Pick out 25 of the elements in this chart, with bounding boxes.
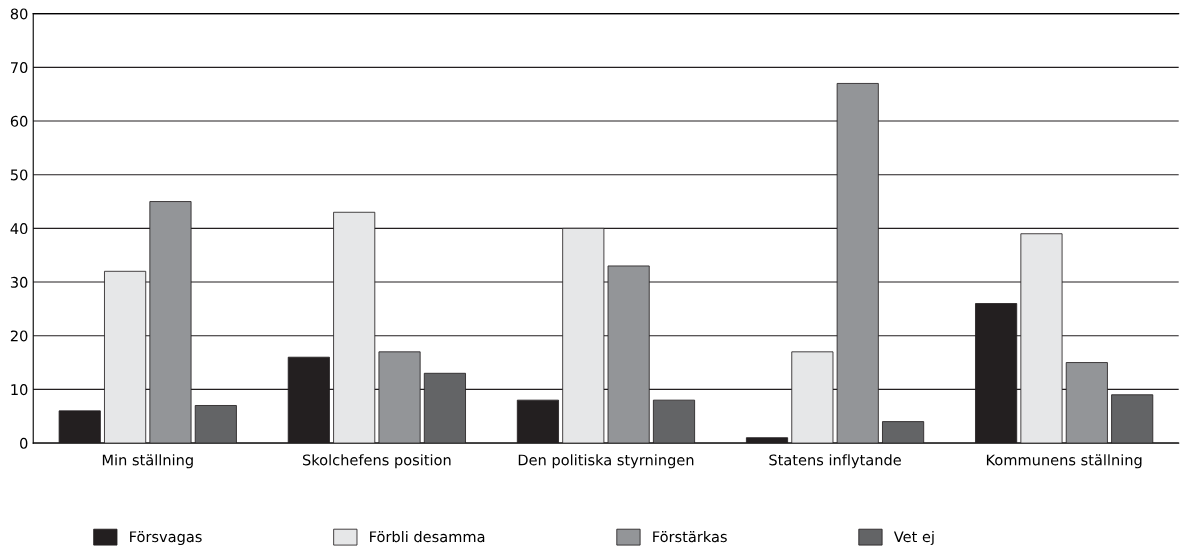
legend-label: Förstärkas [653,530,727,543]
x-tick-label: Statens inflytande [769,454,901,469]
bar [194,405,237,444]
legend-label: Försvagas [130,530,202,546]
legend-label: Förbli desamma [370,530,485,543]
y-tick-label: 60 [10,115,28,127]
y-tick-label: 20 [10,330,28,342]
y-tick-label: 50 [10,169,28,181]
bar [58,410,101,444]
bar [652,399,696,444]
x-tick-label: Kommunens ställning [986,454,1142,469]
legend-label: Vet ej [893,530,934,546]
y-tick-label: 10 [11,384,28,396]
x-tick-label: Den politiska styrningen [518,454,694,469]
bar [745,437,789,444]
y-tick-label: 30 [10,276,28,288]
bar [516,399,559,444]
bar [882,421,925,444]
x-tick-label: Min ställning [102,454,193,469]
y-tick-label: 0 [20,437,28,449]
bar [1111,394,1154,444]
y-tick-label: 70 [11,62,28,74]
y-tick-label: 40 [10,223,28,235]
y-tick-label: 80 [10,8,28,20]
x-tick-label: Skolchefens position [302,454,451,469]
